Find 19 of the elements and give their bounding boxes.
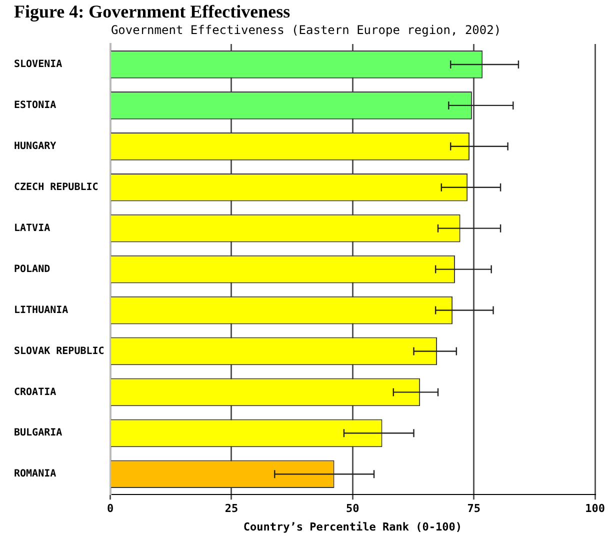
y-tick-label: SLOVAK REPUBLIC [14,346,104,357]
y-tick-label: CROATIA [14,386,56,398]
y-tick-label: LATVIA [14,222,50,234]
x-tick-label: 25 [224,502,238,516]
y-tick-label: CZECH REPUBLIC [14,182,98,193]
y-tick-label: LITHUANIA [14,304,68,316]
y-tick-label: BULGARIA [14,428,62,439]
y-tick-label: POLAND [14,264,50,275]
y-tick-label: SLOVENIA [14,59,62,70]
y-tick-label: ROMANIA [14,468,56,480]
x-tick-label: 100 [585,502,606,516]
x-tick-label: 0 [106,502,114,516]
x-tick-label: 50 [346,502,360,516]
x-axis-title: Country’s Percentile Rank (0-100) [243,520,462,534]
y-tick-label: HUNGARY [14,141,56,152]
chart-subtitle: Government Effectiveness (Eastern Europe region, 2002) [110,22,502,37]
y-tick-label: ESTONIA [14,100,56,112]
x-tick-label: 75 [467,502,480,516]
chart-title: Figure 4: Government Effectiveness [14,1,290,22]
